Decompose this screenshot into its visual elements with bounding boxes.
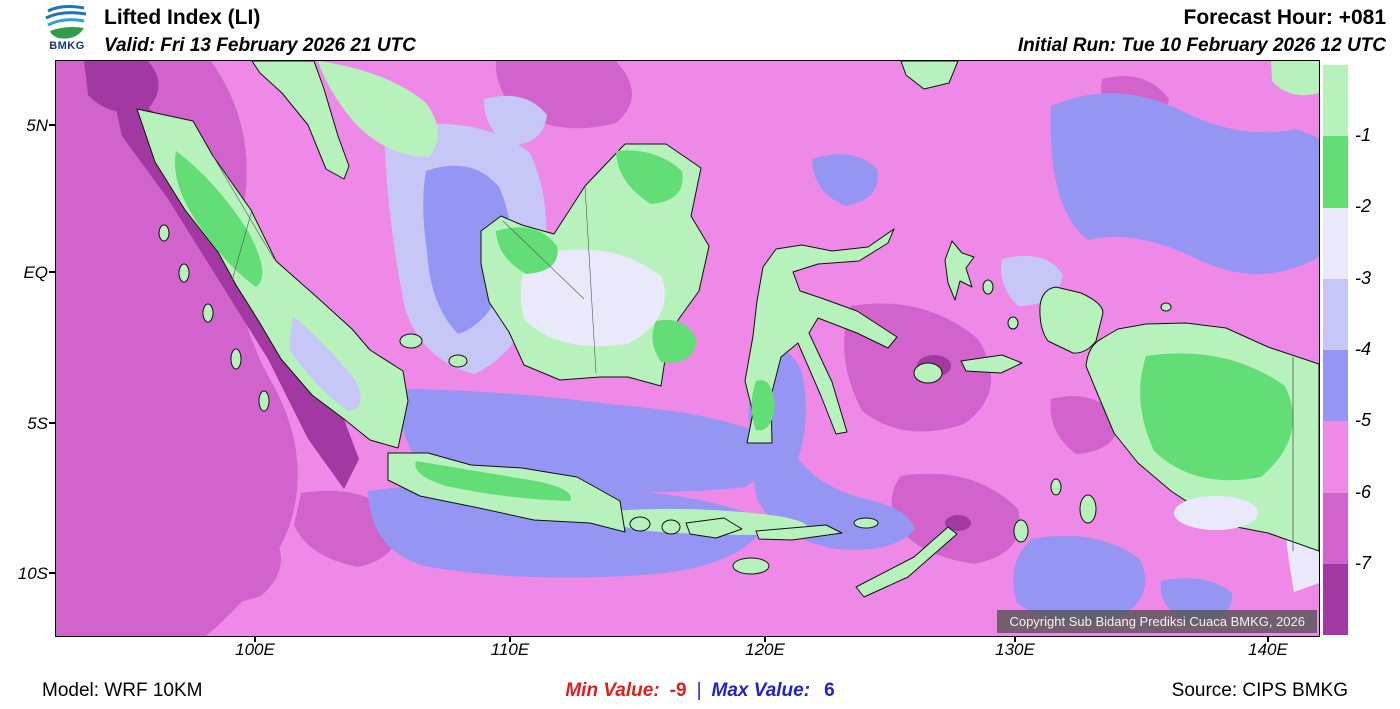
bmkg-logo-text: BMKG (49, 40, 85, 52)
legend-swatch (1323, 350, 1348, 422)
island-mentawai (158, 224, 170, 242)
lon-label: 140E (1248, 640, 1288, 659)
island-mentawai (258, 390, 270, 412)
header-left: BMKG Lifted Index (LI) Valid: Fri 13 Feb… (40, 4, 416, 58)
island-timor (855, 526, 958, 598)
max-value: 6 (824, 680, 835, 701)
island-mentawai (178, 263, 190, 283)
legend-swatch (1323, 207, 1348, 279)
axis-tick (1014, 636, 1016, 642)
copyright-overlay: Copyright Sub Bidang Prediksi Cuaca BMKG… (997, 610, 1317, 633)
legend-swatch (1323, 136, 1348, 208)
island-bali (629, 516, 651, 532)
legend-swatch (1323, 65, 1348, 137)
axis-tick (49, 124, 55, 126)
bmkg-logo: BMKG (40, 4, 94, 58)
legend-tick-label: -5 (1355, 410, 1372, 430)
island-malay-peninsula (251, 61, 350, 180)
legend-tick-label: -7 (1355, 553, 1372, 573)
lat-label: 5N (26, 116, 48, 135)
title-block: Lifted Index (LI) Valid: Fri 13 February… (104, 4, 416, 58)
min-value: -9 (669, 680, 687, 701)
island-wetar (853, 517, 879, 529)
island-tanimbar (1013, 519, 1029, 543)
lon-label: 110E (490, 640, 530, 659)
island-aru (1079, 494, 1097, 524)
legend-tick-label: -6 (1355, 482, 1372, 502)
lon-label: 100E (235, 640, 275, 659)
legend-tick-label: -1 (1355, 125, 1372, 145)
minmax-values: Min Value: -9 | Max Value: 6 (565, 680, 834, 702)
axis-tick (764, 636, 766, 642)
forecast-hour: Forecast Hour: +081 (1183, 6, 1387, 29)
footer: Model: WRF 10KM Min Value: -9 | Max Value: 6… (0, 674, 1400, 709)
map-plot: Copyright Sub Bidang Prediksi Cuaca BMKG… (55, 60, 1320, 637)
axis-tick (509, 636, 511, 642)
lat-label: 10S (17, 564, 48, 583)
island-mindanao (900, 61, 959, 90)
axis-tick (49, 271, 55, 273)
lon-label: 120E (745, 640, 785, 659)
island-papua-birdhead (1039, 286, 1104, 354)
island-biak (1160, 302, 1172, 312)
island-buru (913, 362, 943, 384)
initial-run: Initial Run: Tue 10 February 2026 12 UTC (1017, 35, 1386, 56)
lat-label: EQ (23, 263, 48, 282)
island-maluku-small (982, 279, 994, 295)
island-interior-shading (174, 150, 1293, 530)
island-sulawesi (744, 228, 898, 444)
legend-tick-label: -2 (1355, 196, 1372, 216)
indonesia-map-svg (56, 61, 1319, 636)
island-mentawai (230, 348, 242, 370)
page-title: Lifted Index (LI) (104, 6, 261, 29)
island-mentawai (202, 303, 214, 323)
li-regions-sea-green (318, 61, 1319, 535)
min-value-label: Min Value: (565, 680, 660, 701)
island-kai (1050, 478, 1062, 496)
island-maluku-small (1007, 316, 1019, 330)
legend-swatch (1323, 563, 1348, 635)
legend-swatch (1323, 278, 1348, 350)
li-regions-blue (368, 93, 1319, 624)
admin-borders (212, 155, 1294, 551)
lon-label: 130E (995, 640, 1035, 659)
header: BMKG Lifted Index (LI) Valid: Fri 13 Feb… (0, 0, 1400, 58)
bmkg-logo-icon (45, 5, 87, 39)
island-belitung (448, 354, 468, 368)
island-bangka (399, 333, 423, 349)
valid-time: Valid: Fri 13 February 2026 21 UTC (104, 35, 416, 56)
header-right: Forecast Hour: +081 Initial Run: Tue 10 … (1018, 4, 1386, 58)
lat-label: 5S (27, 414, 48, 433)
island-lombok (661, 519, 681, 535)
legend-swatch (1323, 421, 1348, 493)
model-label: Model: WRF 10KM (42, 680, 203, 701)
legend-tick-label: -3 (1355, 268, 1372, 288)
axis-tick (49, 422, 55, 424)
axis-tick (49, 572, 55, 574)
island-seram (960, 354, 1023, 374)
legend-colorbar (1323, 65, 1348, 635)
max-value-label: Max Value: (711, 680, 811, 701)
legend-swatch (1323, 492, 1348, 564)
legend-tick-label: -4 (1355, 339, 1372, 359)
island-flores (755, 524, 843, 541)
island-sumbawa (685, 517, 743, 539)
island-halmahera (944, 240, 975, 301)
axis-tick (254, 636, 256, 642)
axis-tick (1267, 636, 1269, 642)
island-sumba (732, 557, 770, 575)
minmax-separator: | (696, 680, 702, 701)
source-label: Source: CIPS BMKG (1171, 680, 1348, 701)
